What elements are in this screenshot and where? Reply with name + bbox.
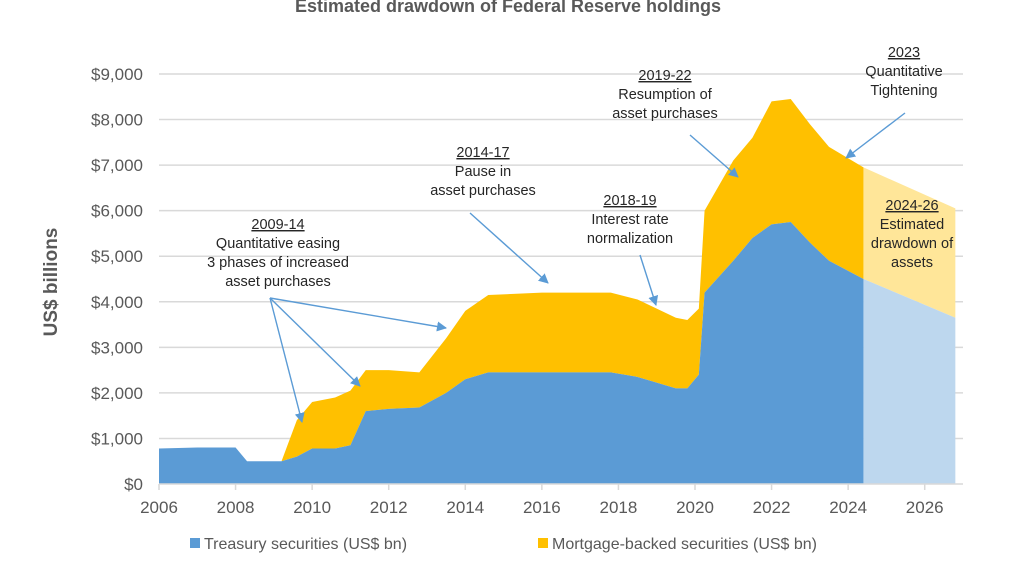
annotation-text: drawdown of (871, 236, 954, 252)
annotation-arrow (639, 254, 659, 306)
y-tick-label: $1,000 (91, 429, 143, 448)
treasury-area (159, 222, 864, 485)
projected-treasury-area (863, 279, 956, 484)
annotation-text: asset purchases (430, 183, 536, 199)
legend-treasury-swatch (190, 538, 200, 548)
annotation-drawdown: 2024-26 Estimated drawdown of assets (871, 198, 954, 271)
projected-mbs-area (863, 167, 956, 318)
annotation-text: Quantitative easing (216, 236, 340, 252)
mbs-area (159, 99, 864, 462)
annotation-qe: 2009-14 Quantitative easing 3 phases of in… (207, 217, 349, 290)
annotation-arrow (689, 134, 739, 178)
y-tick-label: $9,000 (91, 65, 143, 84)
annotation-text: 3 phases of increased (207, 255, 349, 271)
annotation-text: Interest rate (591, 212, 668, 228)
y-tick-label: $6,000 (91, 202, 143, 221)
annotation-text: normalization (587, 231, 673, 247)
annotation-heading: 2019-22 (638, 68, 691, 84)
annotation-normalization: 2018-19 Interest rate normalization (587, 193, 673, 247)
y-tick-label: $3,000 (91, 338, 143, 357)
annotation-heading: 2014-17 (456, 145, 509, 161)
annotation-arrow (269, 297, 361, 387)
annotation-resumption: 2019-22 Resumption of asset purchases (612, 68, 718, 122)
x-tick-label: 2008 (217, 498, 255, 517)
x-tick-label: 2018 (600, 498, 638, 517)
y-tick-label: $2,000 (91, 384, 143, 403)
annotation-text: asset purchases (225, 274, 331, 290)
chart-title: Estimated drawdown of Federal Reserve ho… (295, 0, 721, 16)
annotation-heading: 2023 (888, 45, 920, 61)
annotation-text: Estimated (880, 217, 944, 233)
x-tick-label: 2026 (906, 498, 944, 517)
annotation-text: Pause in (455, 164, 511, 180)
annotation-qt: 2023 Quantitative Tightening (865, 45, 942, 99)
y-tick-label: $5,000 (91, 247, 143, 266)
annotation-arrow (269, 297, 305, 423)
annotation-arrow (845, 112, 906, 159)
annotation-text: asset purchases (612, 106, 718, 122)
annotation-text: assets (891, 255, 933, 271)
x-tick-label: 2024 (829, 498, 867, 517)
x-tick-label: 2010 (293, 498, 331, 517)
annotation-heading: 2009-14 (251, 217, 304, 233)
x-tick-label: 2020 (676, 498, 714, 517)
annotation-heading: 2024-26 (885, 198, 938, 214)
annotation-heading: 2018-19 (603, 193, 656, 209)
legend-mbs-swatch (538, 538, 548, 548)
x-tick-label: 2016 (523, 498, 561, 517)
annotation-pause: 2014-17 Pause in asset purchases (430, 145, 536, 199)
annotation-text: Tightening (870, 83, 937, 99)
y-axis-label: US$ billions (41, 228, 62, 337)
x-tick-label: 2012 (370, 498, 408, 517)
y-tick-label: $4,000 (91, 293, 143, 312)
annotation-arrow (269, 297, 447, 332)
y-tick-label: $0 (124, 475, 143, 494)
x-tick-label: 2006 (140, 498, 178, 517)
y-tick-label: $8,000 (91, 111, 143, 130)
annotation-text: Quantitative (865, 64, 942, 80)
x-tick-label: 2014 (446, 498, 484, 517)
legend-treasury-label: Treasury securities (US$ bn) (204, 536, 407, 553)
x-tick-label: 2022 (753, 498, 791, 517)
annotation-arrow (469, 212, 549, 284)
annotation-text: Resumption of (618, 87, 712, 103)
legend-mbs-label: Mortgage-backed securities (US$ bn) (552, 536, 817, 553)
y-tick-label: $7,000 (91, 156, 143, 175)
